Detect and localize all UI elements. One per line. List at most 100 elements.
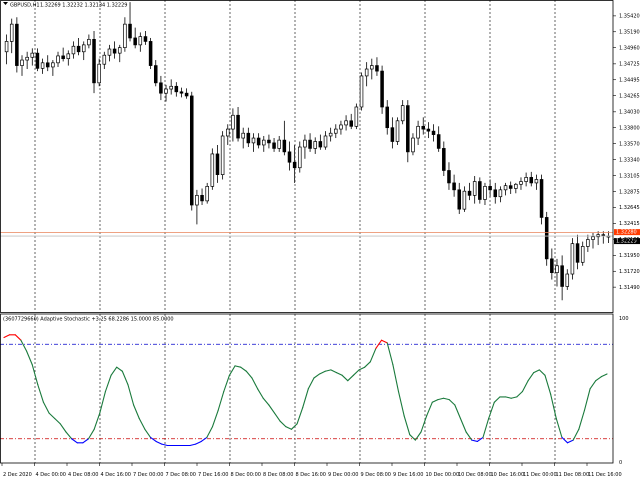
symbol-dropdown-icon[interactable] <box>3 2 8 5</box>
stochastic-line-segment <box>195 440 202 445</box>
candle <box>169 79 173 95</box>
price-y-axis: 1.35420 1.35190 1.34960 1.34725 1.34495 1.342… <box>613 14 640 291</box>
stochastic-line-segment <box>454 404 462 420</box>
bear-candle-body <box>200 194 204 202</box>
candle <box>416 120 420 145</box>
candle <box>107 44 112 62</box>
pane-frames <box>0 0 614 464</box>
candle <box>215 144 220 183</box>
stochastic-line-segment <box>20 339 28 352</box>
stochastic-line-segment <box>3 334 11 339</box>
stochastic-line-segment <box>211 409 219 428</box>
x-tick-label: 2 Dec 2020 <box>3 472 32 478</box>
bull-candle-body <box>565 273 570 287</box>
candle <box>35 48 40 72</box>
stochastic-line-segment <box>397 390 405 417</box>
candle <box>334 124 338 139</box>
candle <box>205 182 209 204</box>
stochastic-line-segment <box>527 372 535 382</box>
bear-candle-body <box>406 105 410 153</box>
candle <box>457 182 462 214</box>
stochastic-line-segment <box>572 428 580 441</box>
indicator-y-axis: 100 0 <box>619 316 629 466</box>
stochastic-line-segment <box>555 417 563 438</box>
ohlc-readout: 1.32269 1.32232 1.32134 1.32229 <box>40 3 127 9</box>
bear-candle-body <box>292 161 297 169</box>
candle <box>174 82 179 97</box>
candle <box>267 134 271 149</box>
stochastic-line-segment <box>544 374 552 395</box>
x-tick-label: 7 Dec 16:00 <box>198 472 228 478</box>
x-tick-label: 10 Dec 08:00 <box>458 472 492 478</box>
stochastic-line-segment <box>437 397 445 401</box>
stochastic-line-segment <box>234 365 242 368</box>
y-tick-label: 1.32185 <box>619 237 640 243</box>
candle <box>498 186 503 203</box>
bear-candle-body <box>349 120 353 127</box>
candle <box>390 117 395 149</box>
stochastic-line-segment <box>189 443 197 447</box>
stochastic-line-segment <box>31 363 39 386</box>
candle <box>555 258 559 287</box>
stochastic-line-segment <box>217 390 225 411</box>
stochastic-line-segment <box>392 363 400 393</box>
stochastic-line-segment <box>71 438 78 444</box>
stochastic-line-segment <box>133 404 140 420</box>
bull-candle-body <box>9 23 14 42</box>
candle <box>148 37 153 70</box>
candle <box>112 41 117 59</box>
y-tick-label: 1.33800 <box>619 125 640 131</box>
stochastic-line-segment <box>257 388 264 399</box>
stochastic-line-segment <box>381 339 388 344</box>
bull-candle-body <box>40 62 45 69</box>
bear-candle-body <box>550 258 554 274</box>
candle <box>313 137 317 154</box>
stochastic-line-segment <box>488 401 495 420</box>
candle <box>349 113 353 130</box>
candle <box>447 162 451 190</box>
candle <box>323 131 328 150</box>
candle <box>287 141 292 171</box>
candle <box>426 122 431 139</box>
bear-candle-body <box>112 48 117 54</box>
bull-candle-body <box>395 120 400 142</box>
x-tick-label: 10 Dec 16:00 <box>491 472 525 478</box>
candle <box>508 181 513 194</box>
bull-candle-body <box>354 106 359 127</box>
bear-candle-body <box>282 139 287 153</box>
stochastic-line-segment <box>262 397 270 406</box>
stochastic-line-segment <box>296 407 304 425</box>
bull-candle-body <box>323 135 328 148</box>
stochastic-line-segment <box>200 436 208 443</box>
candle <box>81 41 86 61</box>
bear-candle-body <box>128 23 132 39</box>
x-tick-label: 4 Dec 08:00 <box>68 472 98 478</box>
bear-candle-body <box>143 36 148 42</box>
bull-candle-body <box>87 38 91 46</box>
stochastic-line-segment <box>116 366 123 372</box>
stochastic-line-segment <box>155 440 163 445</box>
candle <box>514 182 518 194</box>
indicator-label: (3607729660) Adaptive Stochastic +3.25 6… <box>3 317 174 323</box>
y-tick-label: 1.33105 <box>619 173 640 179</box>
bull-candle-body <box>328 132 333 137</box>
bear-candle-body <box>390 127 395 142</box>
stochastic-line-segment <box>82 438 90 444</box>
bear-candle-body <box>267 139 271 144</box>
candle <box>153 60 158 87</box>
candle <box>51 60 55 76</box>
bear-candle-body <box>246 132 251 144</box>
stochastic-line-segment <box>471 439 478 443</box>
stochastic-line-segment <box>324 369 332 372</box>
stochastic-line-segment <box>279 420 287 428</box>
stochastic-line-segment <box>443 397 450 401</box>
bull-candle-body <box>472 181 477 196</box>
candle <box>483 182 487 206</box>
candle <box>56 51 60 67</box>
bull-candle-body <box>169 85 173 90</box>
stochastic-line-segment <box>538 369 546 376</box>
indicator-y-tick-label: 100 <box>619 316 629 322</box>
candle <box>298 141 302 173</box>
candle <box>200 188 204 206</box>
stochastic-line-segment <box>319 370 326 375</box>
